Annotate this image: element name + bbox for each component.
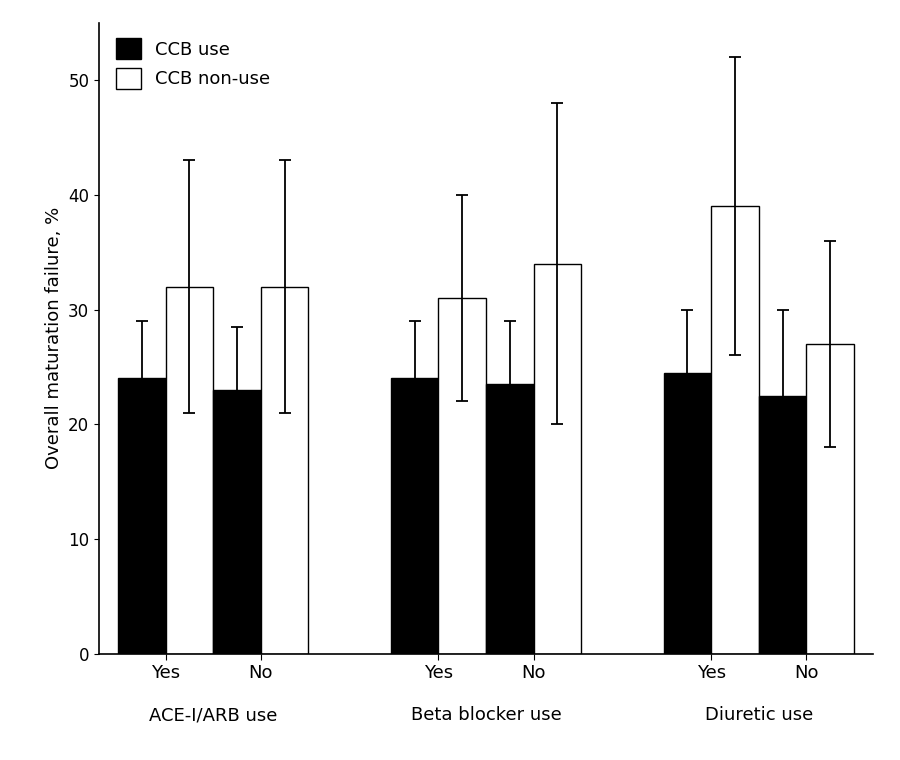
Text: ACE-I/ARB use: ACE-I/ARB use (149, 706, 277, 724)
Bar (663, 372, 711, 654)
Bar (759, 395, 806, 654)
Bar (486, 384, 534, 654)
Bar (261, 287, 309, 654)
Text: Diuretic use: Diuretic use (705, 706, 813, 724)
Legend: CCB use, CCB non-use: CCB use, CCB non-use (116, 38, 271, 89)
Y-axis label: Overall maturation failure, %: Overall maturation failure, % (45, 207, 63, 470)
Bar (711, 206, 759, 654)
Bar (166, 287, 213, 654)
Text: Beta blocker use: Beta blocker use (410, 706, 562, 724)
Bar (213, 390, 261, 654)
Bar (118, 378, 166, 654)
Bar (806, 344, 854, 654)
Bar (534, 264, 581, 654)
Bar (438, 298, 486, 654)
Bar (391, 378, 438, 654)
